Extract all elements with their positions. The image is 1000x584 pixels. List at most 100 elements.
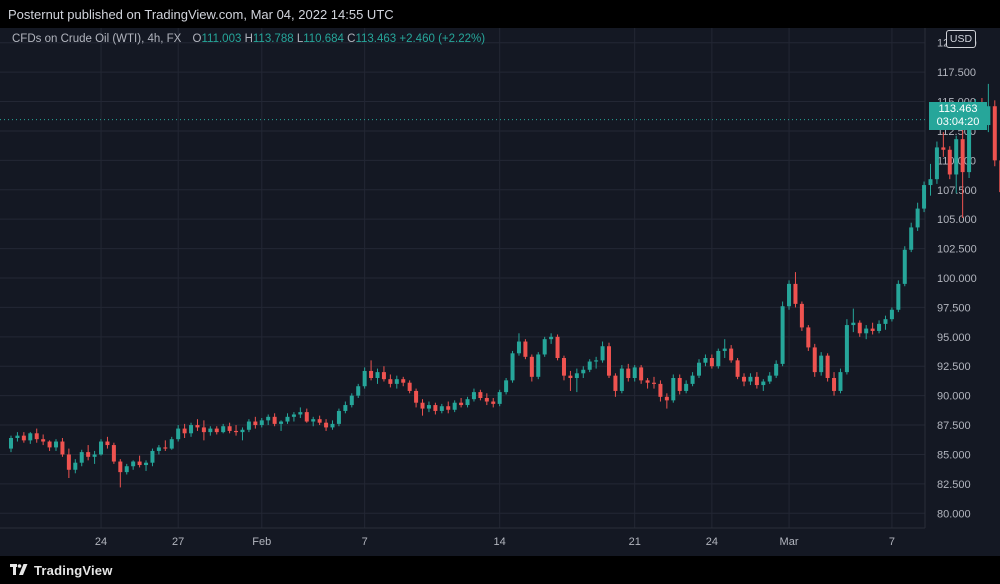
- candle: [253, 416, 258, 429]
- chart-area[interactable]: 80.000 82.500 85.000 87.500 90.000 92.500 95.0…: [0, 28, 1000, 556]
- last-price-value: 113.463: [938, 103, 978, 115]
- candle: [799, 301, 804, 331]
- candle-body: [111, 445, 116, 462]
- candle: [169, 436, 174, 450]
- footer-bar: TradingView: [0, 556, 1000, 584]
- candle: [234, 425, 239, 436]
- price-tick-label: 87.500: [937, 420, 971, 432]
- candle-body: [124, 466, 129, 473]
- candle: [195, 419, 200, 431]
- candle-body: [221, 426, 226, 433]
- candle-body: [574, 373, 579, 378]
- candle: [574, 368, 579, 393]
- currency-button[interactable]: USD: [946, 30, 976, 48]
- candle: [748, 373, 753, 386]
- candle-body: [658, 383, 663, 397]
- candle-body: [934, 147, 939, 180]
- candle-body: [857, 322, 862, 334]
- candle: [41, 434, 46, 446]
- candle: [124, 463, 129, 475]
- candle-body: [754, 376, 759, 386]
- candle: [465, 396, 470, 408]
- candle-body: [388, 379, 393, 384]
- candle: [864, 325, 869, 340]
- close-value: 113.463: [355, 33, 397, 45]
- candle: [433, 402, 438, 415]
- candle-body: [9, 438, 13, 449]
- candle-body: [864, 328, 869, 334]
- candle: [497, 389, 502, 407]
- candle: [28, 432, 33, 444]
- candle-body: [697, 362, 702, 376]
- candle-body: [41, 439, 46, 442]
- low-label: L: [296, 33, 304, 45]
- candle: [857, 320, 862, 337]
- candle: [825, 353, 830, 382]
- candle: [86, 445, 91, 461]
- candle: [600, 341, 605, 363]
- candle: [221, 423, 226, 434]
- candle-body: [684, 383, 689, 391]
- candle-body: [523, 341, 528, 357]
- price-tick-label: 107.500: [937, 185, 977, 197]
- candle: [934, 141, 939, 184]
- candle-body: [568, 375, 573, 378]
- candle-body: [594, 360, 599, 362]
- price-tick-label: 92.500: [937, 361, 971, 373]
- grid-lines: [0, 28, 925, 528]
- candle-body: [639, 367, 644, 381]
- candle-body: [259, 420, 264, 426]
- price-tick-label: 100.000: [937, 273, 977, 285]
- candle: [15, 432, 20, 442]
- tradingview-logo-icon: [10, 564, 28, 576]
- candle-body: [484, 398, 489, 402]
- symbol-legend: CFDs on Crude Oil (WTI), 4h, FX O111.003…: [12, 33, 485, 45]
- candle-body: [947, 149, 952, 175]
- candle-body: [767, 375, 772, 382]
- candle: [690, 372, 695, 387]
- candle-body: [600, 346, 605, 361]
- candle-body: [246, 421, 251, 430]
- candle-body: [279, 421, 284, 424]
- candle: [645, 378, 650, 389]
- candle-body: [182, 428, 187, 434]
- bar-countdown: 03:04:20: [936, 116, 980, 128]
- candle: [780, 301, 785, 367]
- candle-body: [86, 452, 91, 457]
- candle-body: [632, 367, 637, 378]
- candle: [844, 319, 849, 375]
- candle: [375, 368, 380, 384]
- candle: [549, 333, 554, 344]
- candle-body: [79, 452, 84, 463]
- candles: [9, 83, 1000, 488]
- candle-body: [909, 227, 914, 250]
- candlestick-chart[interactable]: 80.000 82.500 85.000 87.500 90.000 92.500 95.0…: [0, 28, 1000, 556]
- candle: [915, 202, 920, 231]
- candle-body: [298, 412, 303, 415]
- candle-body: [761, 381, 766, 386]
- candle: [774, 360, 779, 378]
- close-label: C: [347, 33, 356, 45]
- candle-body: [99, 441, 104, 455]
- candle: [613, 373, 618, 397]
- candle: [298, 407, 303, 418]
- candle: [986, 83, 991, 133]
- candle-body: [150, 450, 155, 463]
- candle-body: [266, 416, 271, 421]
- candle: [304, 408, 309, 423]
- candle: [664, 393, 669, 409]
- candle-body: [793, 283, 798, 304]
- candle-body: [195, 425, 200, 428]
- change-value: +2.460 (+2.22%): [399, 33, 486, 45]
- candle: [336, 408, 341, 427]
- candle-body: [324, 422, 329, 428]
- candle-body: [819, 355, 824, 373]
- time-tick-label: 27: [172, 536, 184, 548]
- candle: [510, 350, 515, 383]
- candle-body: [896, 283, 901, 310]
- candle: [587, 359, 592, 373]
- candle: [356, 383, 361, 398]
- candle: [896, 280, 901, 313]
- time-tick-label: 7: [362, 536, 368, 548]
- candle: [394, 375, 399, 389]
